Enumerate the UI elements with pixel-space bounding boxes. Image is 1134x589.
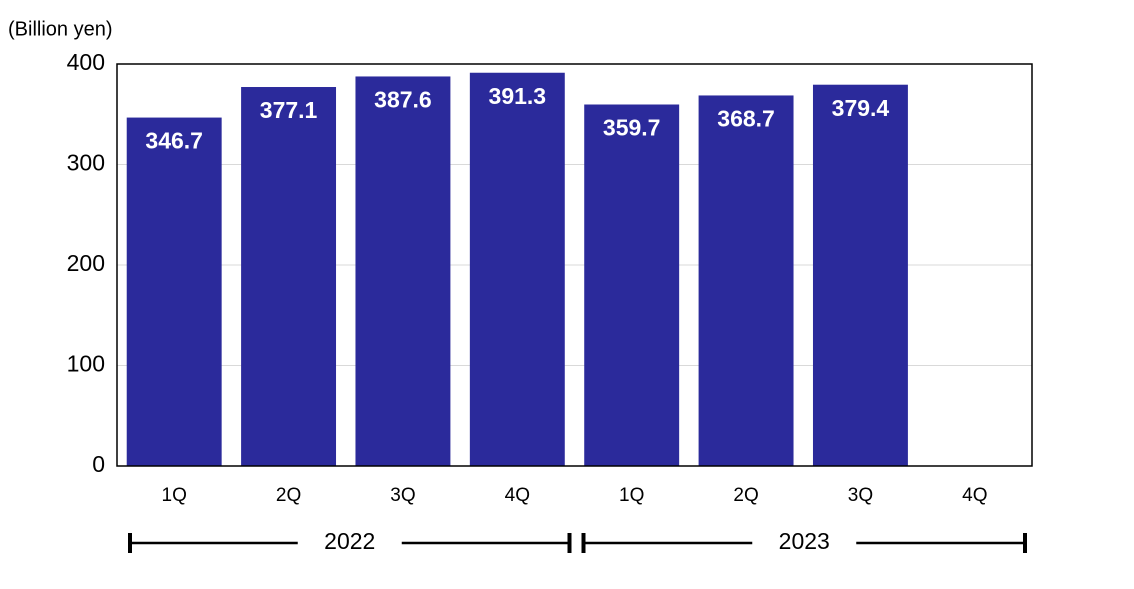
- data-label: 379.4: [832, 95, 890, 121]
- data-label: 377.1: [260, 97, 318, 123]
- x-tick-label: 3Q: [390, 485, 415, 506]
- y-tick-label: 300: [67, 150, 105, 176]
- group-label: 2023: [779, 528, 830, 554]
- y-axis-label: (Billion yen): [8, 18, 112, 40]
- data-label: 391.3: [489, 83, 547, 109]
- group-label: 2022: [324, 528, 375, 554]
- x-tick-label: 1Q: [162, 485, 187, 506]
- y-tick-label: 200: [67, 250, 105, 276]
- bar: [241, 87, 337, 467]
- bar: [469, 72, 565, 466]
- data-label: 368.7: [717, 106, 775, 132]
- bar: [355, 76, 451, 466]
- y-tick-label: 100: [67, 351, 105, 377]
- y-tick-label: 400: [67, 49, 105, 75]
- data-label: 346.7: [145, 128, 203, 154]
- bar: [126, 117, 222, 466]
- data-label: 387.6: [374, 87, 432, 113]
- x-tick-label: 1Q: [619, 485, 644, 506]
- bar: [698, 95, 794, 467]
- x-tick-label: 4Q: [505, 485, 530, 506]
- x-tick-label: 2Q: [276, 485, 301, 506]
- bar: [584, 104, 680, 467]
- data-label: 359.7: [603, 115, 661, 141]
- x-tick-label: 3Q: [848, 485, 873, 506]
- x-tick-label: 2Q: [733, 485, 758, 506]
- y-tick-label: 0: [92, 451, 105, 477]
- x-tick-label: 4Q: [962, 485, 987, 506]
- plot-frame: [116, 63, 1033, 467]
- bar: [812, 84, 908, 466]
